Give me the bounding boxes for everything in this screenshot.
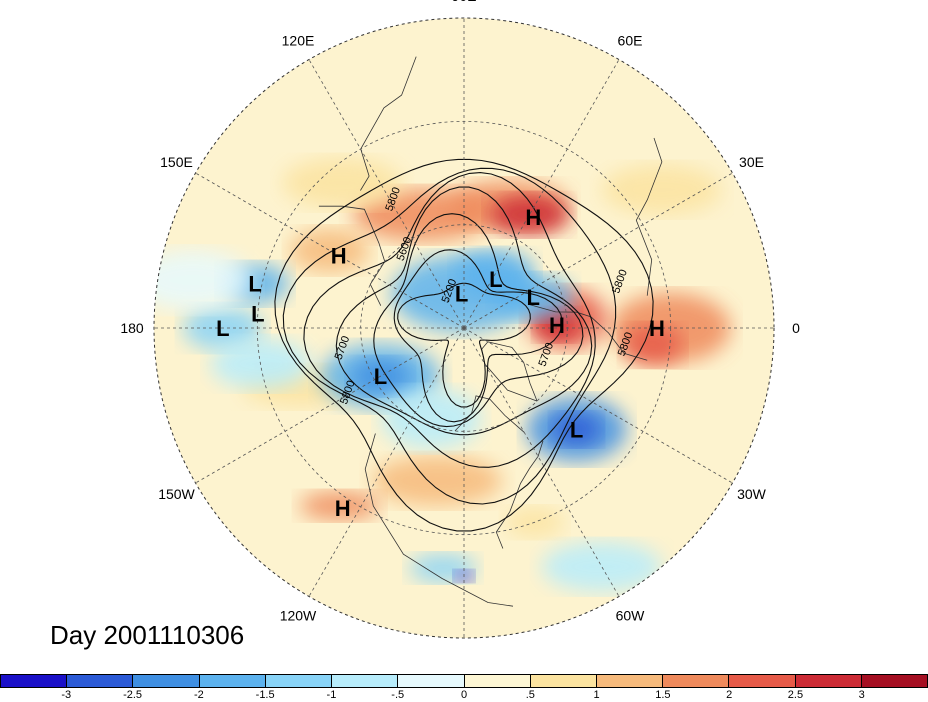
colorbar-segment: [199, 675, 266, 687]
colorbar-tick-label: -1: [326, 689, 337, 701]
colorbar-tick-label: 1: [593, 689, 600, 701]
colorbar: [0, 674, 928, 688]
longitude-label: 60E: [618, 32, 643, 48]
colorbar-segment: [464, 675, 531, 687]
date-title: Day 2001110306: [50, 620, 245, 650]
colorbar-tick-label: 2.5: [787, 689, 804, 701]
colorbar-segment: [398, 675, 465, 687]
anomaly-blob: [154, 250, 253, 311]
colorbar-segment: [265, 675, 333, 687]
anomaly-blob: [601, 164, 722, 215]
colorbar-tick-label: 0: [460, 689, 468, 701]
colorbar-segment: [1, 675, 68, 687]
longitude-label: 120E: [282, 32, 315, 48]
colorbar-segment: [596, 675, 664, 687]
low-pressure-label: L: [216, 316, 229, 341]
low-pressure-label: L: [489, 267, 502, 292]
longitude-label: 150E: [160, 154, 193, 170]
anomaly-blob: [299, 491, 380, 520]
meridian-line: [463, 59, 620, 329]
longitude-label: 30W: [737, 486, 767, 502]
anomaly-blob: [489, 194, 570, 235]
colorbar-segment: [663, 675, 730, 687]
colorbar-tick-label: 2: [726, 689, 733, 701]
colorbar-segment: [795, 675, 862, 687]
coastline: [360, 56, 417, 191]
colorbar-tick-label: 3: [858, 689, 865, 701]
longitude-labels: 90E60E30E030W60W90W120W150W180150E120E: [120, 0, 800, 624]
anomaly-blob: [282, 157, 403, 208]
meridian-line: [463, 172, 733, 329]
longitude-label: 0: [792, 320, 800, 336]
low-pressure-label: L: [374, 364, 387, 389]
longitude-label: 180: [120, 320, 144, 336]
meridian-line: [195, 327, 465, 484]
colorbar-segment: [133, 675, 200, 687]
colorbar-segment: [861, 675, 928, 687]
colorbar-tick-label: 1.5: [655, 689, 671, 701]
colorbar-segment: [332, 675, 399, 687]
anomaly-blob: [493, 275, 574, 320]
high-pressure-label: H: [549, 313, 565, 338]
meridian-line: [308, 59, 465, 329]
meridian-line: [463, 327, 733, 484]
longitude-label: 150W: [158, 486, 195, 502]
colorbar-tick-label: -2.5: [123, 689, 143, 701]
low-pressure-label: L: [526, 285, 539, 310]
lat-lon-grid: [154, 18, 774, 638]
colorbar-segment: [729, 675, 796, 687]
longitude-label: 120W: [280, 608, 317, 624]
anomaly-blob: [289, 228, 370, 273]
coastline: [495, 440, 544, 549]
longitude-label: 30E: [739, 154, 764, 170]
longitude-label: 60W: [616, 608, 646, 624]
high-pressure-label: H: [335, 496, 351, 521]
colorbar-labels: -3 -2.5 -2 -1.5 -1 -.5 0 .5 1 1.5 2 2.5 3: [0, 689, 928, 702]
meridian-line: [463, 327, 620, 597]
longitude-label: 90E: [452, 0, 477, 4]
coastline: [318, 205, 386, 306]
anomaly-blob: [552, 413, 601, 446]
colorbar-tick-label: -1.5: [255, 689, 275, 701]
map-disc-border: [153, 17, 775, 639]
colorbar-tick-label: -3: [61, 689, 72, 701]
colorbar-tick-label: -2: [193, 689, 204, 701]
colorbar-segment: [530, 675, 597, 687]
low-pressure-label: L: [455, 282, 468, 307]
low-pressure-label: L: [570, 417, 583, 442]
colorbar-tick-label: .5: [525, 689, 535, 701]
anomaly-blob: [372, 455, 503, 506]
low-pressure-label: L: [248, 272, 261, 297]
meridian-line: [195, 172, 465, 329]
coastline: [635, 137, 663, 296]
low-pressure-label: L: [251, 302, 264, 327]
high-pressure-label: H: [649, 316, 665, 341]
anomaly-blob: [541, 541, 662, 592]
meridian-line: [308, 327, 465, 597]
high-pressure-label: H: [331, 244, 347, 269]
colorbar-segment: [67, 675, 134, 687]
colorbar-tick-label: -.5: [391, 689, 405, 701]
high-pressure-label: H: [525, 205, 541, 230]
coastline: [364, 433, 514, 607]
